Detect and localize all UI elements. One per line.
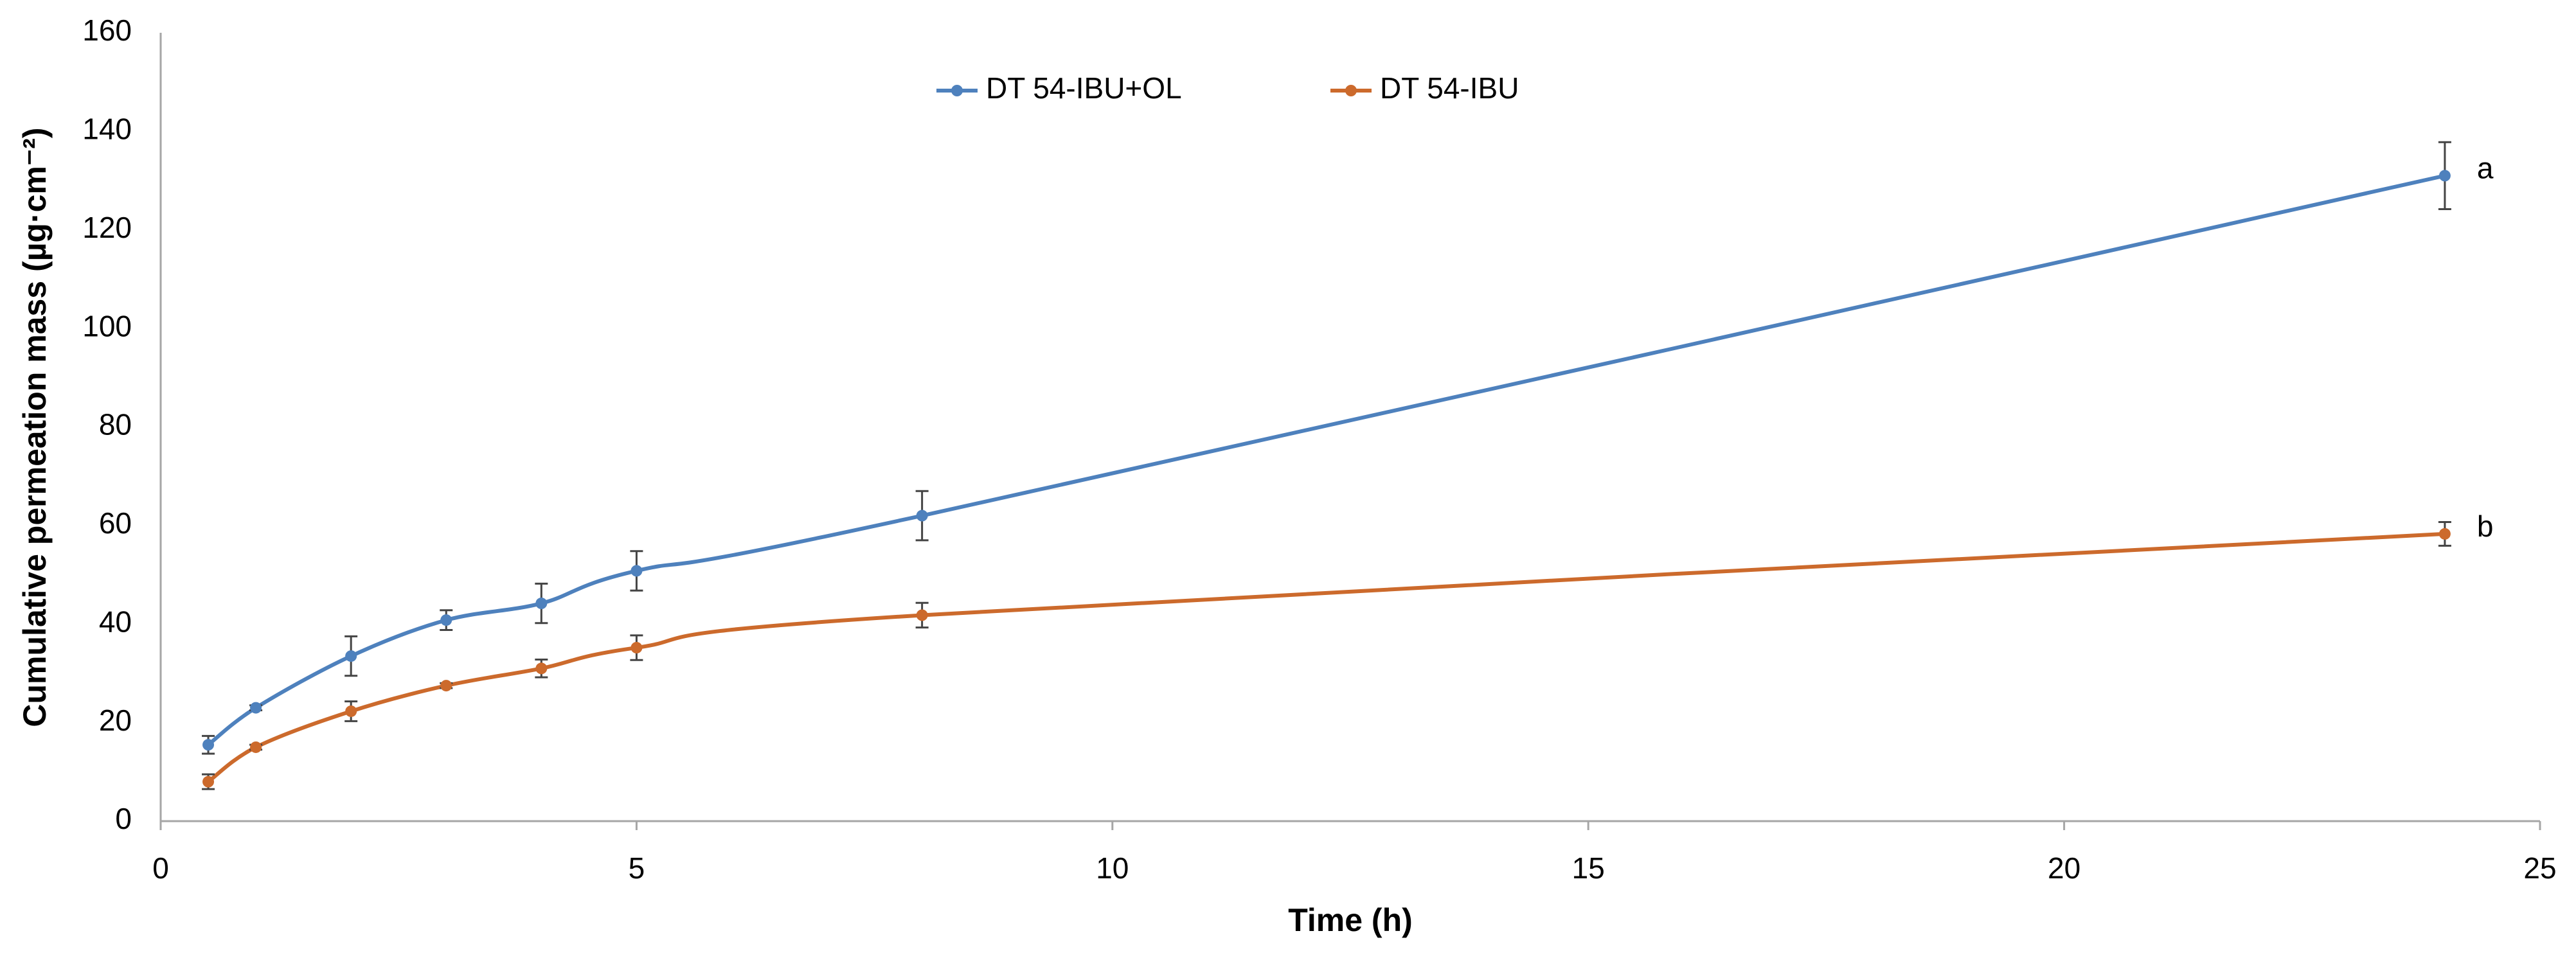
y-tick-label: 120 bbox=[82, 211, 132, 244]
data-point bbox=[631, 565, 643, 577]
x-tick-label: 10 bbox=[1096, 851, 1129, 885]
data-point bbox=[250, 741, 262, 753]
data-point bbox=[916, 609, 928, 621]
x-tick-label: 0 bbox=[152, 851, 169, 885]
data-point bbox=[916, 510, 928, 522]
y-tick-label: 40 bbox=[99, 605, 132, 638]
x-tick-label: 15 bbox=[1572, 851, 1605, 885]
data-point bbox=[2438, 170, 2451, 182]
data-point bbox=[202, 776, 215, 788]
series-line bbox=[207, 531, 2446, 784]
y-tick-label: 80 bbox=[99, 408, 132, 441]
legend-label: DT 54-IBU bbox=[1380, 71, 1519, 105]
annotation: b bbox=[2477, 510, 2494, 543]
legend-marker bbox=[1345, 85, 1357, 96]
y-tick-label: 160 bbox=[82, 13, 132, 47]
legend-marker bbox=[951, 85, 963, 96]
y-tick-label: 0 bbox=[115, 802, 132, 835]
data-point bbox=[202, 739, 215, 751]
data-point bbox=[345, 650, 357, 662]
data-point bbox=[345, 705, 357, 717]
data-point bbox=[535, 598, 548, 610]
y-tick-label: 60 bbox=[99, 506, 132, 540]
legend-label: DT 54-IBU+OL bbox=[986, 71, 1182, 105]
data-point bbox=[440, 680, 452, 692]
y-tick-label: 20 bbox=[99, 704, 132, 737]
data-point bbox=[440, 614, 452, 626]
data-point bbox=[535, 662, 548, 675]
data-point bbox=[2438, 528, 2451, 540]
y-axis-title: Cumulative permeation mass (µg·cm⁻²) bbox=[17, 127, 53, 727]
x-tick-label: 20 bbox=[2048, 851, 2080, 885]
annotation: a bbox=[2477, 152, 2494, 185]
x-axis-title: Time (h) bbox=[1288, 902, 1413, 938]
x-tick-label: 5 bbox=[629, 851, 645, 885]
data-point bbox=[631, 642, 643, 654]
y-tick-label: 140 bbox=[82, 112, 132, 146]
y-tick-label: 100 bbox=[82, 309, 132, 342]
x-tick-label: 25 bbox=[2523, 851, 2556, 885]
data-point bbox=[250, 702, 262, 714]
